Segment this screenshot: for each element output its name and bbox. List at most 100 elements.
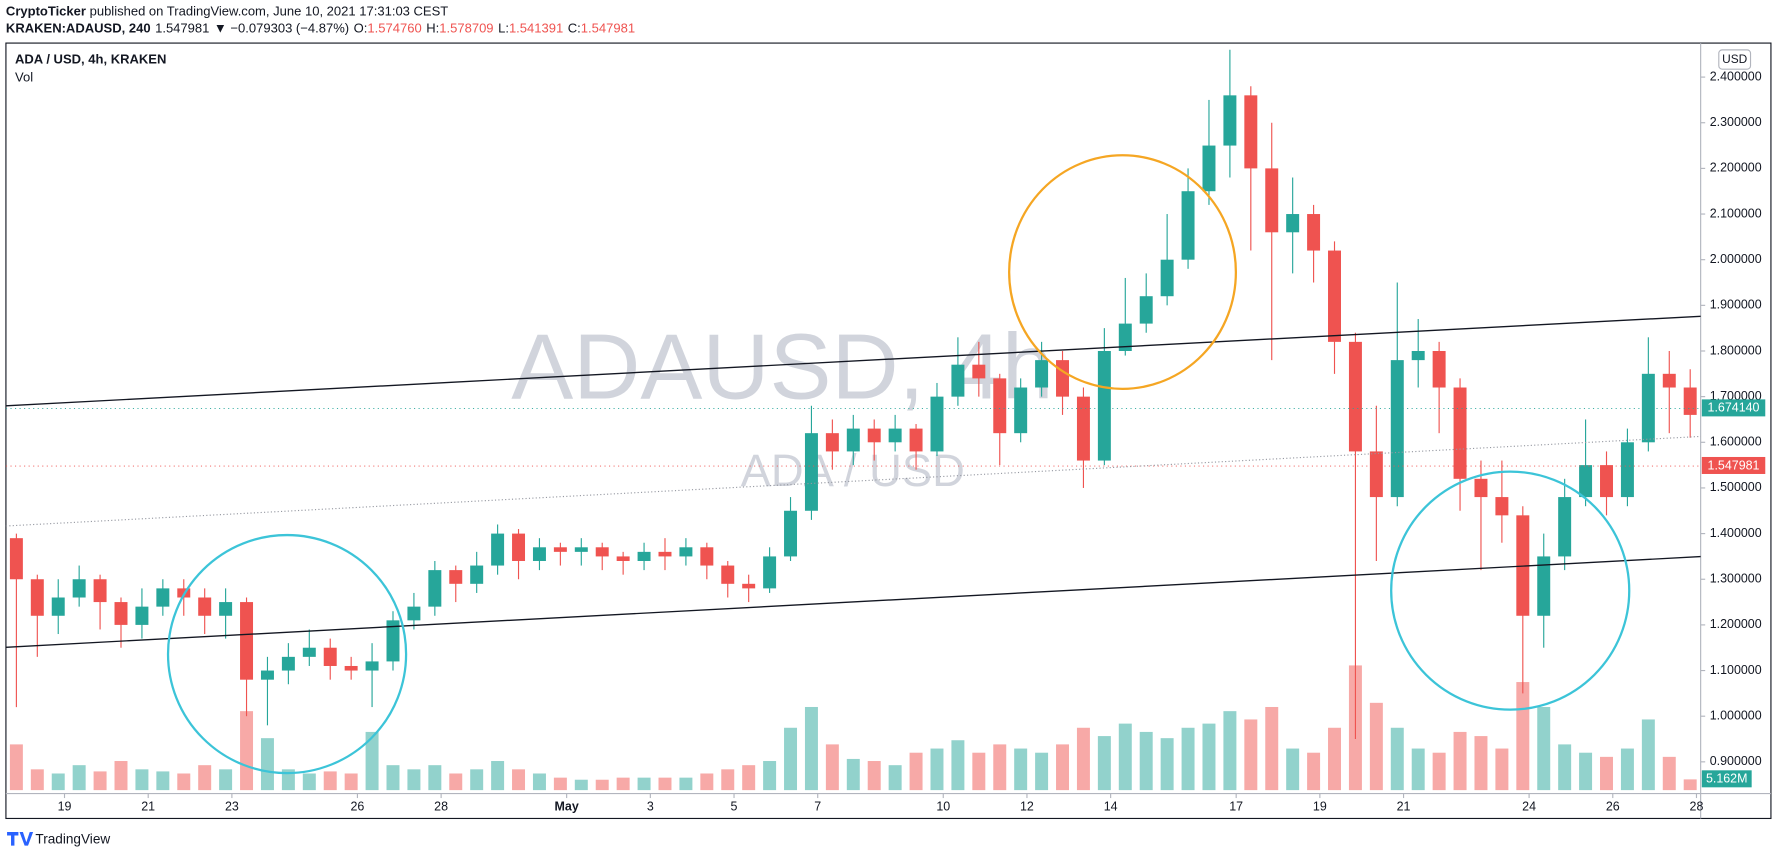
volume-bar [1139, 731, 1153, 791]
currency-button[interactable] [1718, 49, 1752, 70]
volume-bar [1474, 736, 1488, 791]
volume-bar [156, 771, 170, 791]
candle-body [951, 364, 965, 397]
header-line: CryptoTicker published on TradingView.co… [6, 4, 448, 19]
volume-bar [177, 773, 191, 791]
x-tick-label: 19 [1313, 799, 1327, 813]
currency[interactable]: USD [1722, 52, 1748, 66]
candle-body [700, 547, 714, 566]
candle-body [553, 547, 567, 552]
ohlc-label: H: [426, 21, 439, 36]
candle-body [1411, 350, 1425, 361]
candle-body [93, 579, 107, 603]
candle-body [532, 547, 546, 561]
candle-body [1369, 451, 1383, 498]
y-tick-label: 2.400000 [1710, 69, 1762, 83]
volume-bar [1495, 748, 1509, 791]
candle-body [1160, 259, 1174, 297]
volume-bar [1223, 711, 1237, 791]
volume-bar [344, 773, 358, 791]
mid-line [5, 435, 1701, 527]
candle-body [9, 538, 23, 580]
candle-body [1097, 350, 1111, 461]
candle-body [219, 602, 233, 616]
ohlc-label: C: [568, 21, 581, 36]
volume-bar [449, 773, 463, 791]
volume-bar [574, 779, 588, 791]
symbol-label: ADA / USD, 4h, KRAKEN [15, 52, 166, 67]
candle-body [1579, 465, 1593, 498]
candle-body [804, 433, 818, 511]
candle-body [1014, 387, 1028, 434]
volume-bar [1118, 723, 1132, 791]
volume-bar [1369, 702, 1383, 791]
candle-body [846, 428, 860, 452]
y-tick-label: 2.300000 [1710, 115, 1762, 129]
volume-bar [1076, 727, 1090, 791]
candle-body [491, 533, 505, 566]
volume-price-tag [1701, 770, 1752, 788]
candle-body [763, 556, 777, 589]
highlight-circle [1008, 154, 1238, 390]
volume-bar [1453, 731, 1467, 791]
volume-bar [658, 777, 672, 791]
trend-line [5, 315, 1701, 407]
volume-bar [993, 744, 1007, 791]
candle-body [742, 583, 756, 589]
x-tick-label: 23 [225, 799, 239, 813]
candle-body [51, 597, 65, 616]
volume-bar [72, 765, 86, 791]
candle-body [595, 547, 609, 557]
volume-bar [1097, 736, 1111, 791]
volume-bar [386, 765, 400, 791]
y-tick-label: 1.100000 [1710, 663, 1762, 677]
volume-bar [1537, 706, 1551, 791]
volume-bar [909, 752, 923, 791]
change: ▼ −0.079303 (−4.87%) [214, 21, 349, 36]
candle-body [72, 579, 86, 598]
y-tick-label: 1.000000 [1710, 708, 1762, 722]
volume-bar [260, 738, 274, 791]
candle-body [344, 665, 358, 671]
volume-bar [616, 777, 630, 791]
volume-bar [9, 744, 23, 791]
volume-bar [1286, 748, 1300, 791]
volume-bar [1160, 738, 1174, 791]
candle-body [1328, 250, 1341, 342]
x-tick-label: 5 [731, 799, 738, 813]
volume-bar [1620, 748, 1634, 791]
volume-bar [1390, 727, 1404, 791]
candle-body [30, 579, 44, 616]
price-tag [1701, 456, 1766, 474]
candle-body [1076, 396, 1090, 461]
volume-bar [93, 771, 107, 791]
x-tick-label: May [555, 799, 579, 813]
x-tick-label: 21 [1397, 799, 1411, 813]
volume-bar [1662, 756, 1676, 791]
volume-bar [51, 773, 65, 791]
volume-bar [302, 773, 316, 791]
x-tick-label: 26 [350, 799, 364, 813]
candle-body [1558, 497, 1572, 557]
candle-body [1139, 296, 1153, 324]
candle-body [574, 547, 588, 552]
highlight-circle [166, 533, 408, 775]
volume-bar [470, 769, 484, 791]
volume-bar [1600, 756, 1613, 791]
volume-bar [532, 773, 546, 791]
candle-body [1348, 341, 1362, 452]
candle-body [1265, 168, 1279, 233]
candle-body [428, 570, 442, 607]
trend-line [5, 555, 1701, 648]
x-tick-label: 12 [1020, 799, 1034, 813]
candle-body [867, 428, 881, 443]
candle-body [679, 547, 693, 557]
volume-bar [784, 727, 798, 791]
candle-body [512, 533, 526, 561]
candle-body [1453, 387, 1467, 479]
volume-bar [679, 777, 693, 791]
y-tick-label: 1.200000 [1710, 617, 1762, 631]
y-tick-label: 1.500000 [1710, 480, 1762, 494]
